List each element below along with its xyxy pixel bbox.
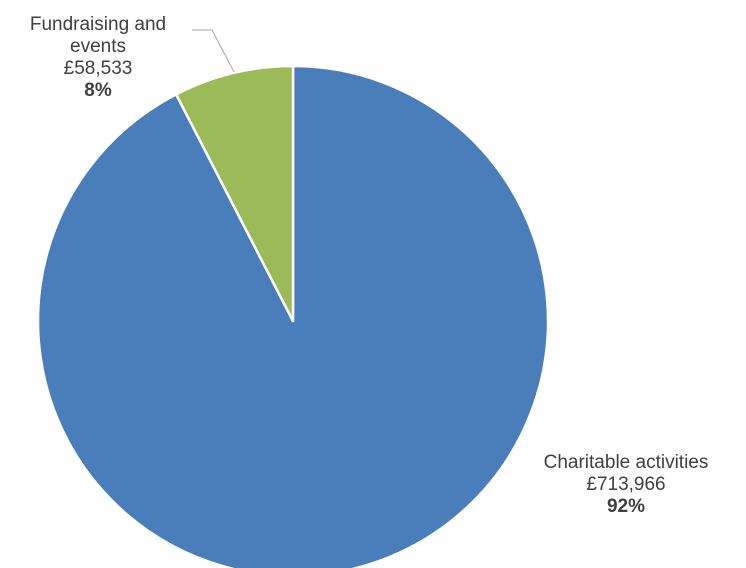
fundraising-name-line2: events	[0, 36, 196, 58]
charitable-amount: £713,966	[508, 474, 744, 496]
fundraising-leader-line	[192, 30, 234, 72]
fundraising-data-label: Fundraising and events £58,533 8%	[0, 14, 196, 102]
charitable-data-label: Charitable activities £713,966 92%	[508, 452, 744, 518]
fundraising-name-line1: Fundraising and	[0, 14, 196, 36]
fundraising-percent: 8%	[0, 80, 196, 102]
charitable-name: Charitable activities	[508, 452, 744, 474]
charitable-percent: 92%	[508, 496, 744, 518]
fundraising-amount: £58,533	[0, 58, 196, 80]
pie-slices	[38, 66, 548, 568]
